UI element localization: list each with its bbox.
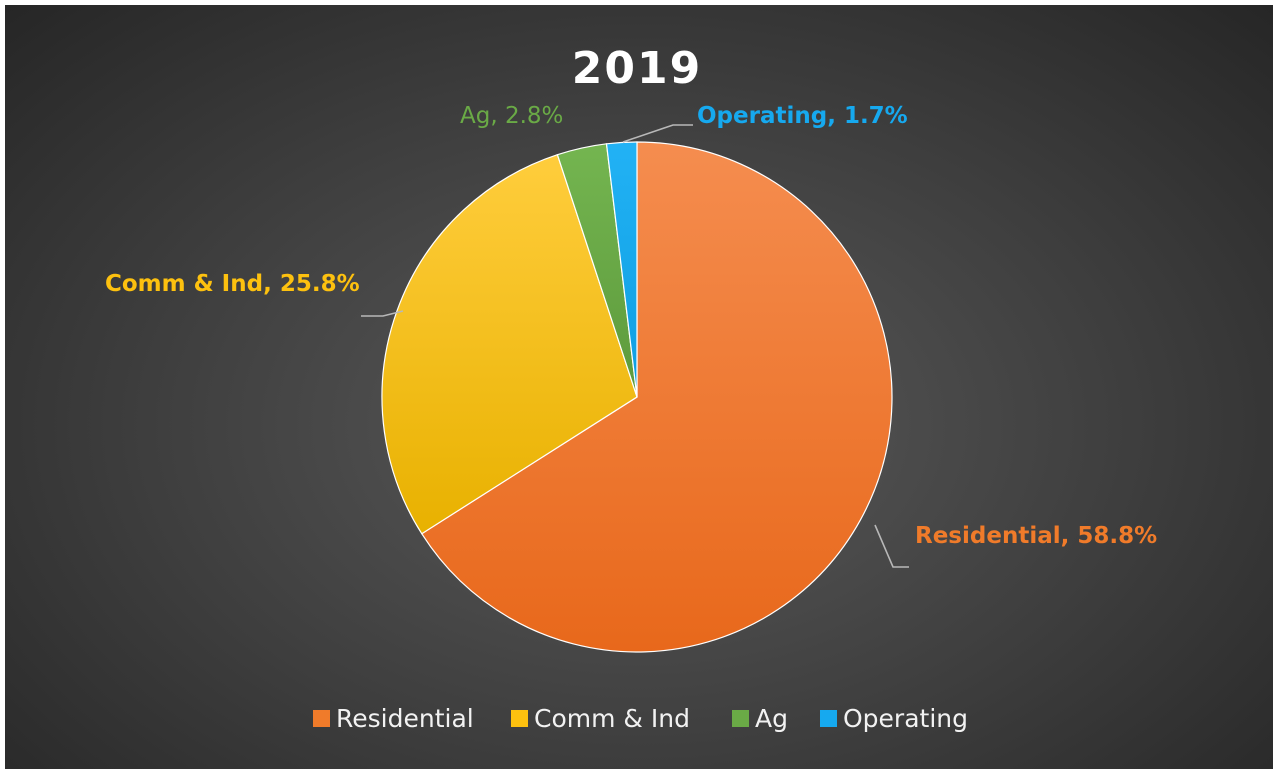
legend: Residential Comm & Ind Ag Operating: [313, 704, 968, 733]
leader-line-residential: [874, 524, 909, 568]
legend-swatch-operating: [820, 710, 837, 727]
legend-swatch-residential: [313, 710, 330, 727]
legend-label-residential: Residential: [336, 704, 474, 733]
leader-lines: [361, 124, 909, 568]
data-labels: Residential, 58.8% Comm & Ind, 25.8% Ag, 2…: [105, 103, 1157, 549]
data-label-ag: Ag, 2.8%: [460, 103, 563, 129]
slice-operating: [605, 141, 638, 398]
legend-label-operating: Operating: [843, 704, 968, 733]
leader-line-comm-ind: [361, 310, 404, 317]
slice-residential: [420, 141, 893, 653]
pie-slices: [381, 141, 893, 653]
legend-label-ag: Ag: [755, 704, 788, 733]
legend-label-comm-ind: Comm & Ind: [534, 704, 690, 733]
data-label-residential: Residential, 58.8%: [915, 523, 1157, 549]
chart-title: 2019: [572, 43, 702, 94]
slice-comm-ind: [381, 153, 638, 535]
legend-swatch-comm-ind: [511, 710, 528, 727]
data-label-operating: Operating, 1.7%: [697, 103, 908, 129]
pie-chart: 2019 Residential, 58.8% Comm & Ind, 25.8%…: [105, 43, 1157, 733]
chart-area: 2019 Residential, 58.8% Comm & Ind, 25.8%…: [5, 5, 1273, 769]
legend-swatch-ag: [732, 710, 749, 727]
leader-line-operating: [622, 124, 693, 143]
data-label-comm-ind: Comm & Ind, 25.8%: [105, 271, 360, 297]
